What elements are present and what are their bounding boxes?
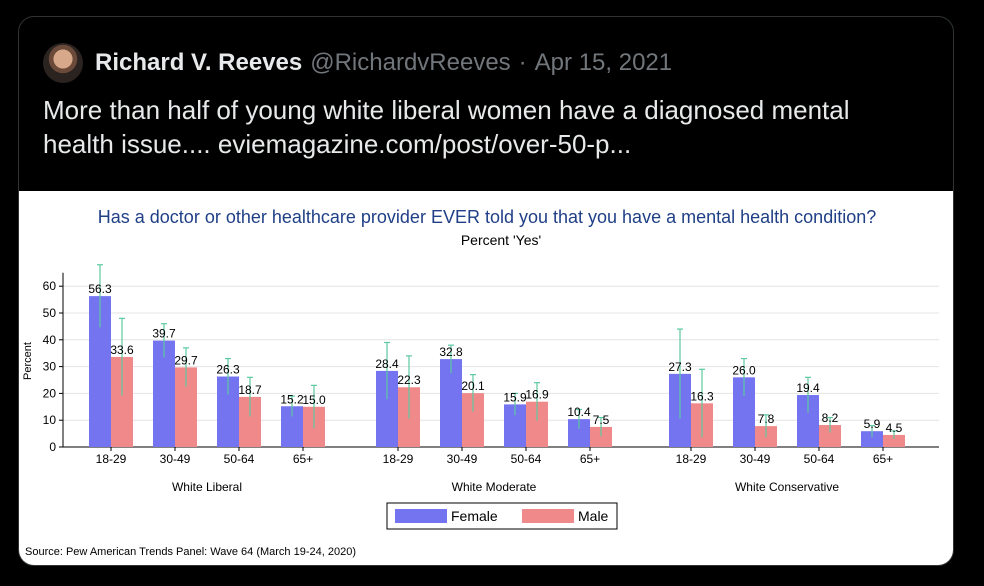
bar-female	[797, 395, 819, 447]
bar-female	[89, 296, 111, 447]
chart: Has a doctor or other healthcare provide…	[22, 207, 939, 558]
tweet-card[interactable]: Richard V. Reeves @RichardvReeves · Apr …	[18, 16, 954, 566]
tweet-text-line-1: More than half of young white liberal wo…	[43, 95, 850, 125]
legend-female-label: Female	[451, 508, 498, 524]
x-tick-label: 65+	[873, 452, 893, 466]
data-label: 7.5	[593, 413, 610, 427]
data-label: 20.1	[461, 379, 485, 393]
x-tick-label: 30-49	[740, 452, 771, 466]
bar-female	[440, 359, 462, 447]
bar-male	[175, 367, 197, 447]
bar-male	[819, 425, 841, 447]
bar-male	[111, 356, 133, 447]
bar-female	[153, 340, 175, 447]
data-label: 56.3	[88, 282, 112, 296]
y-tick-label: 60	[43, 279, 57, 293]
data-label: 29.7	[174, 353, 198, 367]
legend-male-label: Male	[578, 508, 609, 524]
data-label: 26.3	[216, 363, 240, 377]
tweet-text-line-2[interactable]: health issue.... eviemagazine.com/post/o…	[43, 129, 632, 159]
data-label: 22.3	[397, 373, 421, 387]
bar-female	[217, 376, 239, 447]
x-tick-label: 18-29	[96, 452, 127, 466]
legend: Female Male	[386, 502, 618, 530]
x-tick-label: 30-49	[160, 452, 191, 466]
author-name[interactable]: Richard V. Reeves	[95, 49, 303, 76]
y-tick-label: 10	[43, 413, 57, 427]
chart-source: Source: Pew American Trends Panel: Wave …	[25, 546, 356, 558]
bar-female	[568, 419, 590, 447]
y-tick-label: 40	[43, 333, 57, 347]
legend-female-swatch	[395, 509, 447, 523]
data-label: 26.0	[732, 363, 756, 377]
author-handle[interactable]: @RichardvReeves	[310, 49, 511, 76]
x-tick-label: 50-64	[511, 452, 542, 466]
y-axis-label: Percent	[22, 342, 34, 380]
group-label: White Moderate	[452, 480, 537, 494]
bar-female	[504, 404, 526, 447]
y-tick-label: 50	[43, 306, 57, 320]
tweet-date[interactable]: Apr 15, 2021	[534, 49, 673, 76]
data-label: 18.7	[238, 383, 262, 397]
x-tick-label: 30-49	[447, 452, 478, 466]
data-label: 15.0	[302, 393, 326, 407]
y-tick-label: 0	[49, 440, 56, 454]
bar-male	[883, 434, 905, 447]
data-label: 10.4	[567, 405, 591, 419]
plot-area: 0 10 20 30 40 50 60 56.3 33.6 18-29 39.7 29.7 30-49 2…	[43, 264, 939, 494]
x-tick-label: 65+	[580, 452, 600, 466]
tweet-text: More than half of young white liberal wo…	[43, 93, 923, 161]
bar-female	[281, 406, 303, 447]
legend-male-swatch	[522, 509, 574, 523]
chart-title: Has a doctor or other healthcare provide…	[98, 207, 876, 227]
bar-male	[462, 393, 484, 447]
group-label: White Conservative	[735, 480, 839, 494]
bar-female	[733, 377, 755, 447]
data-label: 39.7	[152, 327, 176, 341]
bar-male	[590, 426, 612, 447]
data-label: 19.4	[796, 381, 820, 395]
data-label: 27.3	[668, 360, 692, 374]
bar-female	[861, 431, 883, 447]
data-label: 33.6	[110, 343, 134, 357]
x-tick-label: 50-64	[224, 452, 255, 466]
y-tick-label: 20	[43, 386, 57, 400]
data-label: 15.2	[280, 392, 304, 406]
legend-box	[386, 502, 618, 530]
author-avatar[interactable]	[43, 43, 83, 83]
data-label: 5.9	[864, 417, 881, 431]
data-label: 16.9	[525, 388, 549, 402]
data-label: 8.2	[822, 411, 839, 425]
x-tick-label: 18-29	[676, 452, 707, 466]
y-tick-label: 30	[43, 360, 57, 374]
tweet-header: Richard V. Reeves @RichardvReeves · Apr …	[43, 43, 672, 83]
tweet-image[interactable]: Has a doctor or other healthcare provide…	[19, 191, 953, 565]
group-label: White Liberal	[172, 480, 242, 494]
bar-female	[376, 370, 398, 447]
bar-male	[526, 401, 548, 447]
data-label: 28.4	[375, 357, 399, 371]
data-label: 4.5	[886, 421, 903, 435]
data-label: 15.9	[503, 390, 527, 404]
x-tick-label: 65+	[293, 452, 313, 466]
data-label: 32.8	[439, 345, 463, 359]
chart-subtitle: Percent 'Yes'	[461, 232, 541, 248]
data-label: 7.8	[758, 412, 775, 426]
meta-separator: ·	[518, 49, 527, 76]
bar-male	[239, 396, 261, 447]
data-label: 16.3	[690, 389, 714, 403]
x-tick-label: 50-64	[804, 452, 835, 466]
x-tick-label: 18-29	[383, 452, 414, 466]
